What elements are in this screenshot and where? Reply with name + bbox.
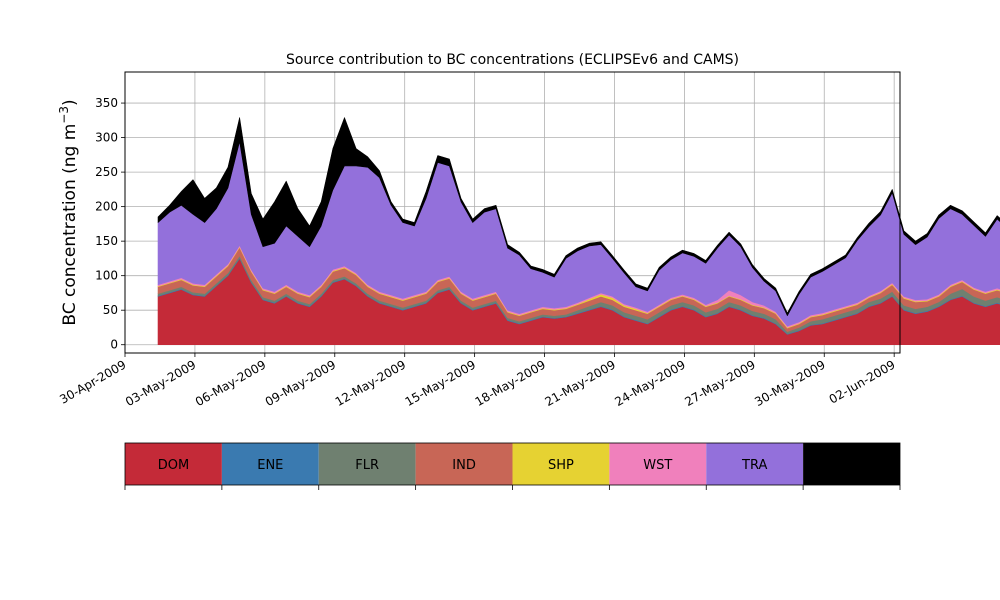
y-axis-label-superscript: −3 bbox=[57, 106, 71, 124]
y-tick-label: 0 bbox=[110, 338, 118, 352]
x-tick-label: 02-Jun-2009 bbox=[827, 357, 898, 406]
legend-label-ene: ENE bbox=[257, 458, 283, 473]
x-axis: 30-Apr-200903-May-200906-May-200909-May-… bbox=[57, 353, 898, 409]
y-tick-label: 200 bbox=[95, 200, 118, 214]
x-tick-label: 30-Apr-2009 bbox=[57, 357, 128, 406]
plot-frame bbox=[124, 71, 901, 354]
y-tick-label: 300 bbox=[95, 131, 118, 145]
legend-label-flr: FLR bbox=[355, 458, 379, 473]
y-tick-label: 100 bbox=[95, 269, 118, 283]
legend-swatch-wst bbox=[609, 443, 707, 485]
legend-label-ind: IND bbox=[452, 458, 476, 473]
y-axis-label-close: ) bbox=[60, 99, 80, 106]
legend-swatch-dom bbox=[125, 443, 222, 485]
x-tick-label: 15-May-2009 bbox=[403, 357, 478, 409]
legend-swatch-flr bbox=[318, 443, 416, 485]
stacked-areas bbox=[157, 117, 1000, 346]
x-tick-label: 03-May-2009 bbox=[123, 357, 198, 409]
x-tick-label: 24-May-2009 bbox=[612, 357, 687, 409]
x-tick-label: 06-May-2009 bbox=[193, 357, 268, 409]
y-tick-label: 150 bbox=[95, 234, 118, 248]
legend-label-tra: TRA bbox=[741, 458, 767, 473]
y-axis: 0 50 100 150 200 250 300 350 bbox=[95, 96, 125, 352]
legend-swatch-bb bbox=[803, 443, 900, 485]
legend-frame bbox=[124, 442, 901, 486]
y-tick-label: 50 bbox=[103, 303, 118, 317]
legend-label-shp: SHP bbox=[548, 458, 574, 473]
x-tick-label: 09-May-2009 bbox=[263, 357, 338, 409]
legend-swatch-tra bbox=[706, 443, 804, 485]
area-bb bbox=[157, 117, 1000, 317]
x-tick-label: 18-May-2009 bbox=[473, 357, 548, 409]
legend-label-wst: WST bbox=[643, 458, 672, 473]
y-axis-label-main: BC concentration (ng m bbox=[60, 124, 80, 326]
legend-swatch-shp bbox=[512, 443, 610, 485]
legend-label-bb: BB bbox=[843, 458, 861, 473]
legend-swatch-ind bbox=[415, 443, 513, 485]
x-tick-label: 12-May-2009 bbox=[333, 357, 408, 409]
y-tick-label: 250 bbox=[95, 165, 118, 179]
x-tick-label: 30-May-2009 bbox=[752, 357, 827, 409]
y-tick-label: 350 bbox=[95, 96, 118, 110]
legend-swatch-ene bbox=[221, 443, 319, 485]
chart-title: Source contribution to BC concentrations… bbox=[286, 52, 739, 68]
colorbar-legend: DOM ENE FLR IND SHP WST TRA BB bbox=[124, 442, 901, 490]
x-tick-label: 27-May-2009 bbox=[682, 357, 757, 409]
legend-label-dom: DOM bbox=[158, 458, 189, 473]
x-tick-label: 21-May-2009 bbox=[542, 357, 617, 409]
y-axis-label: BC concentration (ng m−3) bbox=[57, 99, 80, 325]
